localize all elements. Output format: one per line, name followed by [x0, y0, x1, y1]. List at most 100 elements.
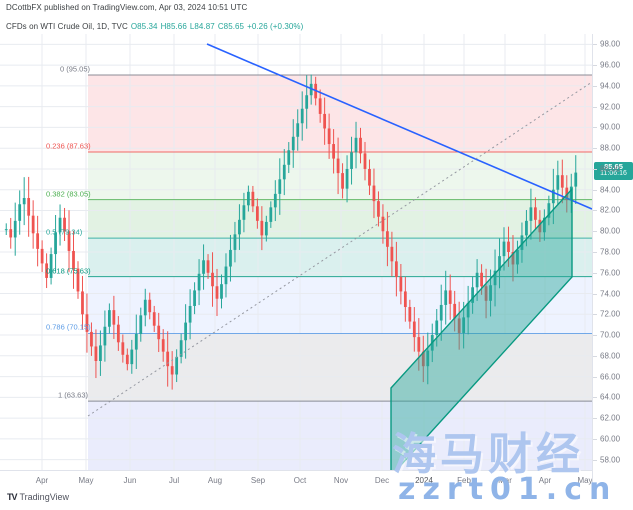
x-axis-tick-label: May: [78, 476, 94, 485]
candle-body: [350, 152, 353, 169]
candle-body: [143, 299, 147, 316]
y-axis-tick-label: 66.00: [600, 372, 621, 382]
x-axis-tick-label: Oct: [293, 476, 307, 485]
y-axis-tick-mark: [593, 272, 597, 274]
chart-svg: [0, 34, 592, 470]
candle-body: [278, 179, 282, 194]
fib-zone-1: [88, 152, 592, 200]
candle-body: [202, 260, 205, 274]
candle-body: [45, 263, 48, 278]
candle-body: [211, 272, 214, 287]
candle-body: [520, 235, 524, 250]
y-axis-tick-label: 82.00: [600, 205, 621, 215]
candle-body: [9, 229, 13, 238]
y-axis-tick-label: 90.00: [600, 122, 621, 132]
y-axis-tick-label: 60.00: [600, 434, 621, 444]
candle-body: [148, 299, 152, 313]
x-axis-tick-label: Apr: [538, 476, 552, 485]
candle-body: [255, 206, 259, 221]
candle-body: [282, 164, 286, 180]
y-axis-tick-mark: [593, 355, 597, 357]
candle-body: [273, 193, 277, 208]
candle-body: [408, 307, 412, 322]
candle-body: [49, 254, 53, 278]
y-axis-tick-label: 76.00: [600, 268, 621, 278]
x-axis-tick-label: Aug: [207, 476, 223, 485]
candle-body: [318, 98, 322, 114]
candle-body: [193, 290, 196, 306]
candle-body: [471, 287, 475, 303]
candle-body: [502, 241, 506, 257]
fib-level-label-2: 0.382 (83.05): [46, 189, 91, 199]
candle-body: [229, 249, 232, 267]
y-axis-tick-label: 92.00: [600, 102, 621, 112]
candle-body: [215, 286, 219, 299]
x-axis-tick-label: Jul: [168, 476, 180, 485]
fib-zone-4: [88, 276, 592, 334]
candle-body: [489, 285, 492, 301]
candle-body: [36, 233, 40, 249]
tradingview-logo[interactable]: TV TradingView: [7, 492, 69, 502]
candle-body: [332, 144, 335, 159]
candle-body: [197, 273, 201, 291]
tradingview-logo-text: TradingView: [19, 492, 70, 502]
candle-body: [242, 205, 246, 220]
y-axis-price-scale[interactable]: 85.65 11:06:16 98.00 96.00 94.00 92.00 90.00…: [592, 34, 633, 492]
ascending-parallel-channel[interactable]: [390, 187, 573, 470]
ascending-support-dashed[interactable]: [87, 81, 592, 417]
candle-body: [417, 337, 421, 352]
publish-info: DCottbFX published on TradingView.com, A…: [6, 3, 248, 12]
ohlc-high: H85.66: [160, 22, 187, 31]
current-price-tag: 85.65 11:06:16: [594, 161, 633, 180]
fib-zone-2: [88, 199, 592, 239]
candle-body: [466, 302, 470, 318]
candle-body: [166, 351, 170, 367]
y-axis-tick-label: 70.00: [600, 330, 621, 340]
chart-plot-area[interactable]: [0, 34, 592, 470]
x-axis-tick-label: Dec: [374, 476, 390, 485]
candle-body: [269, 207, 273, 222]
candle-body: [121, 342, 125, 355]
candle-body: [247, 191, 250, 206]
y-axis-tick-label: 98.00: [600, 39, 621, 49]
y-axis-tick-mark: [593, 189, 597, 191]
x-axis-tick-label: Sep: [250, 476, 266, 485]
y-axis-tick-mark: [593, 335, 597, 337]
candle-body: [107, 310, 111, 327]
y-axis-tick-mark: [593, 252, 597, 253]
candle-body: [493, 270, 497, 286]
candle-body: [507, 241, 510, 252]
y-axis-tick-mark: [593, 127, 597, 129]
y-axis-tick-label: 96.00: [600, 60, 621, 70]
y-axis-tick-mark: [593, 85, 597, 87]
candle-body: [18, 204, 22, 221]
x-axis-tick-label: Nov: [333, 476, 349, 485]
y-axis-tick-label: 58.00: [600, 455, 621, 465]
x-axis-tick-label: 2024: [415, 476, 433, 485]
candle-body: [529, 207, 533, 221]
candle-body: [27, 198, 31, 216]
x-axis-tick-label: Feb: [457, 476, 471, 485]
candle-body: [161, 339, 165, 352]
candle-body: [81, 291, 84, 315]
y-axis-tick-label: 68.00: [600, 351, 621, 361]
candle-body: [31, 215, 35, 234]
y-axis-tick-label: 74.00: [600, 289, 621, 299]
y-axis-tick-label: 86.00: [600, 164, 621, 174]
fib-level-label-5: 0.786 (70.15): [46, 322, 91, 332]
candle-body: [58, 217, 62, 233]
x-axis[interactable]: Apr May Jun Jul Aug Sep Oct Nov Dec 2024 Feb Mar Apr…: [0, 470, 593, 493]
candle-body: [560, 175, 564, 188]
candle-body: [484, 286, 488, 301]
candle-body: [547, 203, 551, 218]
fib-level-label-0: 0 (95.05): [60, 64, 91, 74]
candle-body: [233, 234, 237, 250]
candle-body: [354, 137, 358, 153]
candle-body: [480, 272, 483, 287]
y-axis-tick-label: 62.00: [600, 413, 621, 423]
candle-body: [72, 250, 75, 269]
candle-body: [444, 290, 448, 305]
candle-body: [63, 217, 66, 232]
descending-trendline[interactable]: [206, 43, 592, 210]
candle-body: [511, 252, 515, 265]
